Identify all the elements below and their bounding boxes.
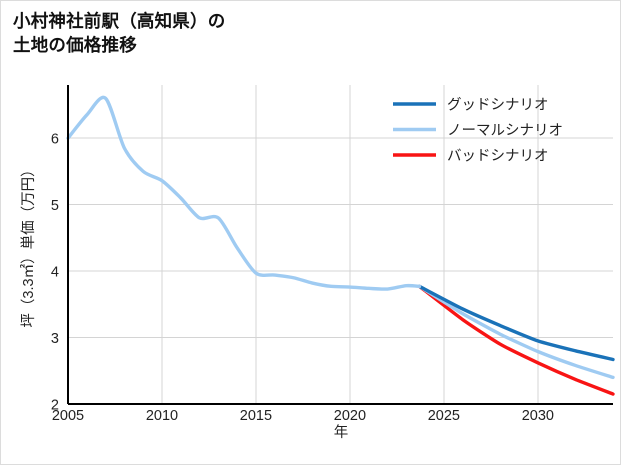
series-line-normal [417,284,615,380]
legend-label-normal: ノーマルシナリオ [447,123,563,139]
x-tick-label: 2020 [334,408,366,424]
chart-title: 小村神社前駅（高知県）の 土地の価格推移 [13,11,226,56]
x-axis-title: 年 [334,424,349,441]
x-tick-labels-group: 2005 2010 2015 2020 2025 2030 [52,408,554,424]
series-line-good [417,284,615,362]
x-tick-label: 2010 [146,408,178,424]
y-axis-title: 坪（3.3㎡）単価（万円） [20,162,37,327]
legend-label-bad: バッドシナリオ [447,149,549,165]
y-tick-label: 2 [51,398,59,414]
legend-label-good: グッドシナリオ [447,97,549,114]
gridlines-group [68,85,613,405]
axis-spines-group [66,85,613,406]
series-line-bad [417,284,615,396]
series-line-history [66,95,422,291]
y-tick-labels-group: 2 3 4 5 6 [51,132,59,414]
series-group [66,95,615,396]
y-tick-label: 3 [51,331,59,347]
y-tick-label: 5 [51,198,59,214]
x-tick-label: 2015 [240,408,272,424]
x-tick-label: 2025 [428,408,460,424]
y-tick-label: 6 [51,132,59,148]
y-tick-label: 4 [51,265,59,281]
x-tick-label: 2030 [522,408,554,424]
x-tick-label: 2005 [52,408,84,424]
